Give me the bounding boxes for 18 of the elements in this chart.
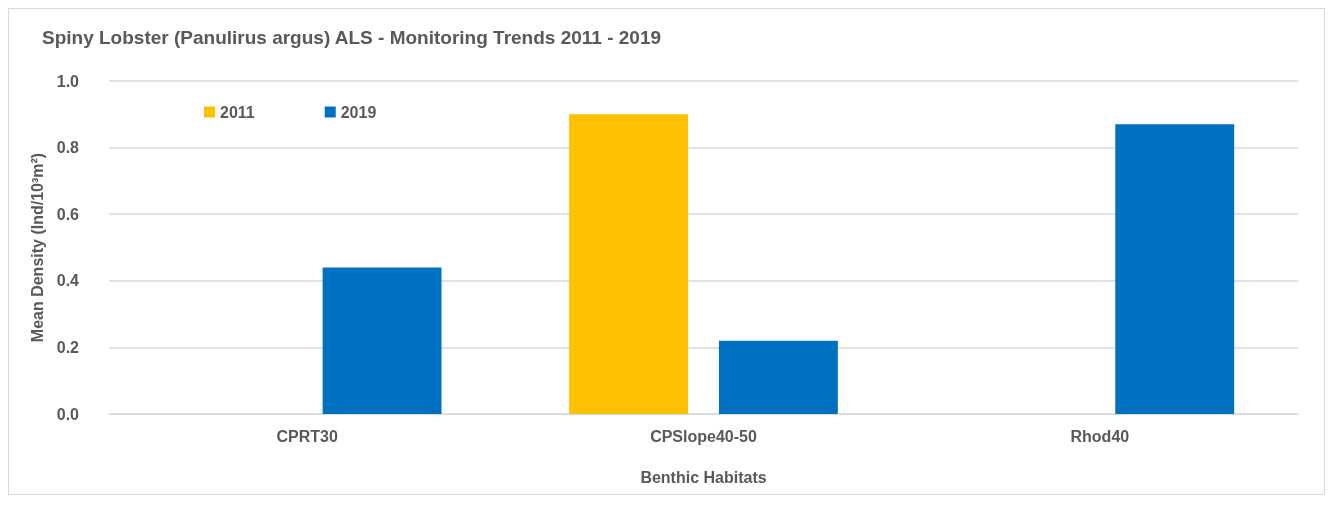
legend-label: 2019 <box>340 103 377 121</box>
y-axis-title: Mean Density (Ind/10³m²) <box>29 152 47 343</box>
y-tick-label: 0.6 <box>56 205 80 223</box>
bar <box>569 114 689 414</box>
x-axis-title: Benthic Habitats <box>640 468 767 486</box>
bar <box>1115 124 1235 414</box>
y-tick-label: 0.4 <box>56 272 80 290</box>
y-tick-label: 0.8 <box>56 139 80 157</box>
x-tick-label: CPSlope40-50 <box>650 427 757 445</box>
bar <box>718 340 838 414</box>
y-tick-label: 1.0 <box>56 72 80 90</box>
x-tick-label: Rhod40 <box>1070 427 1130 445</box>
y-tick-label: 0.0 <box>56 405 80 423</box>
bar <box>322 267 442 414</box>
legend-label: 2011 <box>220 103 255 121</box>
chart-title: Spiny Lobster (Panulirus argus) ALS - Monitoring Trends 2011 - 2019 <box>42 27 662 48</box>
y-tick-label: 0.2 <box>56 338 80 356</box>
x-tick-label: CPRT30 <box>276 427 338 445</box>
